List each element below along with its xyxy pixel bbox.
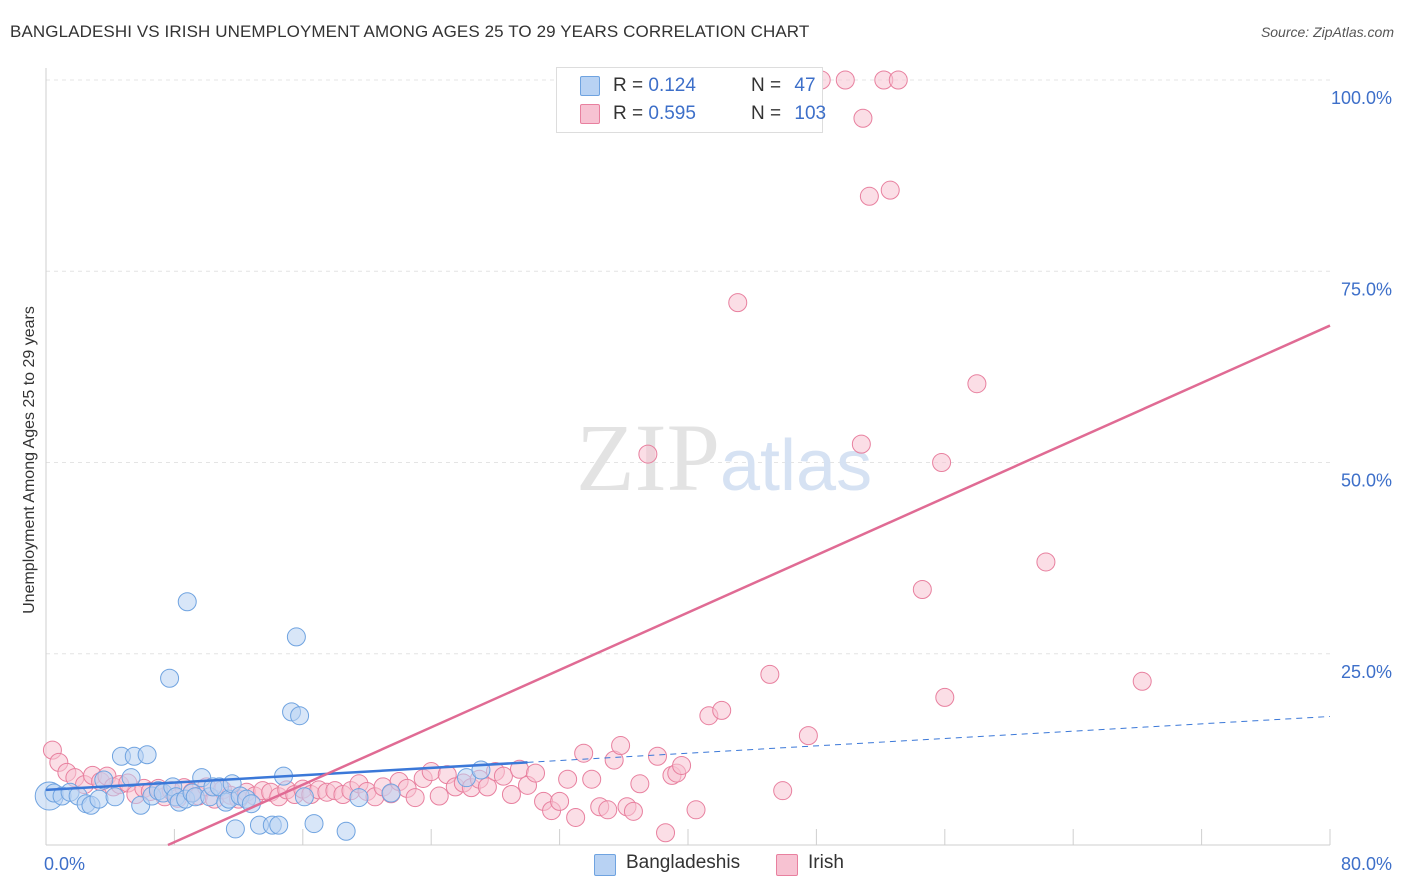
data-point: [582, 769, 602, 789]
data-point: [225, 819, 245, 839]
bangladeshi-trend-line: [45, 761, 528, 792]
bottom-legend-label-irish: Irish: [808, 852, 844, 873]
data-point: [550, 791, 570, 811]
legend-swatch-irish: [580, 104, 600, 124]
tick-labels: 100.0% 75.0% 50.0% 25.0% 0.0% 80.0%: [44, 88, 1392, 874]
data-point: [611, 736, 631, 756]
bangladeshi-trend-extension: [527, 715, 1331, 763]
legend-n-value: 47: [794, 75, 816, 96]
data-point: [880, 180, 900, 200]
data-point: [89, 789, 109, 809]
data-point: [501, 785, 521, 805]
correlation-legend: R = 0.124 N = 47 R = 0.595 N = 103: [556, 67, 827, 133]
data-point: [137, 745, 157, 765]
bangladeshi-points: [34, 592, 491, 841]
x-tick-label: 80.0%: [1341, 854, 1392, 874]
data-point: [269, 815, 289, 835]
chart-title: BANGLADESHI VS IRISH UNEMPLOYMENT AMONG …: [10, 22, 810, 41]
trend-lines: [45, 324, 1331, 847]
data-point: [760, 664, 780, 684]
grid-lines: [46, 79, 1330, 655]
legend-r-value: 0.595: [648, 103, 696, 124]
data-point: [336, 821, 356, 841]
data-point: [932, 453, 952, 472]
x-tick-label: 0.0%: [44, 854, 85, 874]
data-point: [648, 746, 668, 766]
data-point: [798, 726, 818, 746]
data-point: [1036, 552, 1056, 572]
data-point: [526, 763, 546, 783]
data-point: [429, 786, 449, 806]
source-label: Source: ZipAtlas.com: [1260, 24, 1394, 40]
axes: [45, 68, 1331, 846]
data-point: [94, 770, 114, 790]
legend-r-label: R =: [613, 75, 649, 96]
data-point: [381, 783, 401, 803]
data-point: [421, 762, 441, 782]
data-point: [686, 800, 706, 820]
data-point: [773, 781, 793, 801]
data-point: [598, 800, 618, 820]
data-point: [967, 374, 987, 394]
legend-n-label: N =: [751, 103, 787, 124]
y-tick-label: 25.0%: [1341, 662, 1392, 682]
data-point: [623, 801, 643, 821]
data-point: [493, 766, 513, 786]
data-point: [304, 814, 324, 834]
bottom-legend-swatch-irish: [776, 854, 798, 876]
legend-swatch-bangladeshis: [580, 76, 600, 96]
y-tick-label: 50.0%: [1341, 471, 1392, 491]
irish-trend-line: [167, 324, 1331, 847]
data-point: [638, 444, 658, 464]
data-point: [835, 70, 855, 90]
data-point: [935, 687, 955, 707]
data-point: [630, 774, 650, 794]
data-point: [349, 788, 369, 808]
bottom-legend-swatch-bangladeshis: [594, 854, 616, 876]
data-point: [566, 807, 586, 827]
y-tick-label: 75.0%: [1341, 279, 1392, 299]
data-point: [405, 788, 425, 808]
legend-r-value: 0.124: [648, 75, 696, 96]
legend-n-label: N =: [751, 75, 787, 96]
data-point: [294, 787, 314, 807]
data-point: [853, 108, 873, 128]
data-point: [574, 743, 594, 763]
data-point: [912, 579, 932, 599]
data-point: [672, 755, 692, 775]
data-point: [1132, 671, 1152, 691]
data-point: [656, 823, 676, 843]
data-point: [105, 787, 125, 807]
data-point: [290, 706, 310, 726]
data-point: [888, 70, 908, 90]
y-tick-label: 100.0%: [1331, 88, 1392, 108]
data-point: [558, 769, 578, 789]
data-point: [851, 434, 871, 454]
data-point: [477, 777, 497, 797]
data-point: [286, 627, 306, 647]
data-point: [859, 186, 879, 206]
legend-r-label: R =: [613, 103, 649, 124]
data-point: [728, 293, 748, 313]
legend-n-value: 103: [794, 103, 827, 124]
data-point: [712, 700, 732, 720]
data-point: [177, 592, 197, 612]
bottom-legend-label-bangladeshis: Bangladeshis: [626, 852, 741, 873]
data-point: [121, 768, 141, 788]
data-point: [160, 668, 180, 688]
watermark-atlas: atlas: [720, 426, 872, 506]
